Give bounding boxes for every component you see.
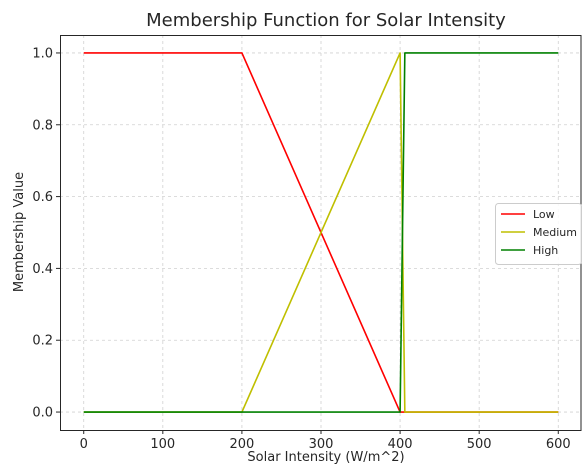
y-tick-label: 0.4	[32, 262, 53, 277]
legend-label-medium: Medium	[533, 226, 577, 239]
legend-label-high: High	[533, 244, 558, 257]
axis-ticks: 0 100 200 300 400 500 600 0.0 0.2 0.4 0.6 0.8 1.0	[32, 46, 570, 452]
x-tick-label: 300	[309, 437, 334, 452]
x-tick-label: 400	[388, 437, 413, 452]
x-tick-label: 200	[229, 437, 254, 452]
y-tick-label: 1.0	[32, 46, 53, 61]
x-tick-label: 0	[80, 437, 88, 452]
series-line-high	[83, 52, 559, 413]
y-tick-label: 0.2	[32, 334, 53, 349]
x-tick-label: 600	[546, 437, 571, 452]
series-lines	[83, 52, 559, 413]
y-tick-label: 0.6	[32, 190, 53, 205]
y-tick-label: 0.8	[32, 118, 53, 133]
legend-label-low: Low	[533, 208, 555, 221]
x-tick-label: 100	[150, 437, 175, 452]
chart-title: Membership Function for Solar Intensity	[146, 10, 506, 31]
x-tick-label: 500	[467, 437, 492, 452]
legend: Low Medium High	[495, 203, 582, 265]
series-line-medium	[83, 52, 559, 413]
y-tick-label: 0.0	[32, 406, 53, 421]
y-axis-label: Membership Value	[12, 172, 27, 292]
x-axis-label: Solar Intensity (W/m^2)	[247, 450, 404, 465]
